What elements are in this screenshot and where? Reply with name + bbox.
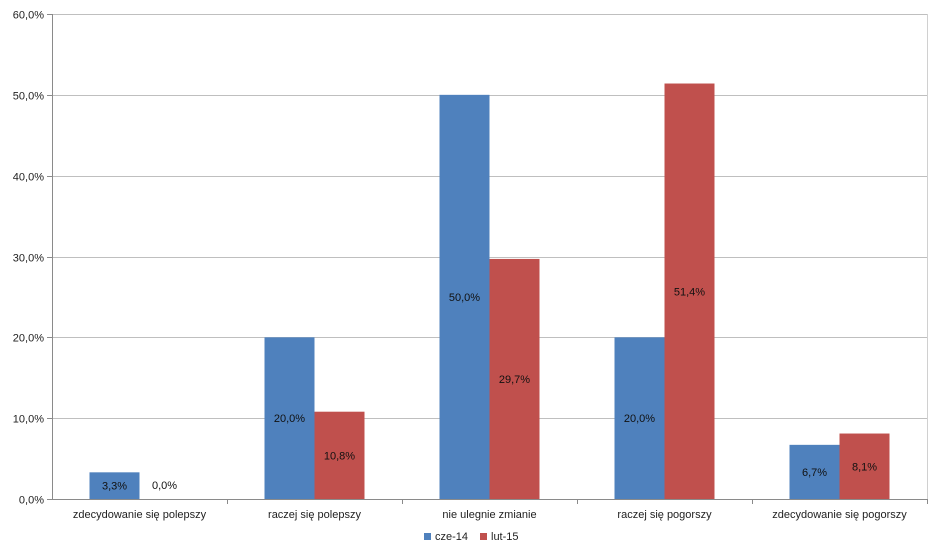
x-axis-categories: zdecydowanie się polepszy raczej się pole… xyxy=(73,509,907,521)
legend-label: cze-14 xyxy=(435,531,468,543)
data-label: 29,7% xyxy=(499,374,530,386)
data-label: 51,4% xyxy=(674,286,705,298)
x-category-label: raczej się pogorszy xyxy=(617,509,712,521)
x-category-label: raczej się polepszy xyxy=(268,509,361,521)
bar-cze-14 xyxy=(789,444,840,499)
bar-cze-14 xyxy=(264,337,315,499)
x-category-label: zdecydowanie się pogorszy xyxy=(772,509,907,521)
legend-label: lut-15 xyxy=(491,531,519,543)
data-label: 20,0% xyxy=(624,413,655,425)
y-tick-label: 60,0% xyxy=(13,10,44,22)
bar-cze-14 xyxy=(614,337,665,499)
legend: cze-14 lut-15 xyxy=(424,531,519,543)
y-axis-ticks: 0,0% 10,0% 20,0% 30,0% 40,0% 50,0% 60,0% xyxy=(13,10,52,507)
data-labels: 3,3% 0,0% 20,0% 10,8% 50,0% 29,7% 20,0% 51,4% 6,… xyxy=(102,286,877,492)
bar-lut-15 xyxy=(489,258,540,499)
y-tick-label: 20,0% xyxy=(13,333,44,345)
bars xyxy=(89,83,890,500)
y-tick-label: 30,0% xyxy=(13,253,44,265)
bar-lut-15 xyxy=(839,433,890,499)
data-label: 6,7% xyxy=(802,467,827,479)
data-label: 8,1% xyxy=(852,461,877,473)
y-tick-label: 0,0% xyxy=(19,495,44,507)
bar-cze-14 xyxy=(89,472,140,499)
axes xyxy=(52,14,928,504)
data-label: 10,8% xyxy=(324,450,355,462)
y-tick-label: 10,0% xyxy=(13,414,44,426)
legend-swatch xyxy=(480,533,487,540)
bar-lut-15 xyxy=(314,411,365,499)
data-label: 0,0% xyxy=(152,480,177,492)
data-label: 50,0% xyxy=(449,292,480,304)
legend-swatch xyxy=(424,533,431,540)
y-tick-label: 40,0% xyxy=(13,172,44,184)
y-tick-label: 50,0% xyxy=(13,91,44,103)
x-category-label: nie ulegnie zmianie xyxy=(442,509,536,521)
bar-cze-14 xyxy=(439,94,490,499)
data-label: 3,3% xyxy=(102,481,127,493)
bar-lut-15 xyxy=(664,83,715,500)
data-label: 20,0% xyxy=(274,413,305,425)
x-category-label: zdecydowanie się polepszy xyxy=(73,509,207,521)
